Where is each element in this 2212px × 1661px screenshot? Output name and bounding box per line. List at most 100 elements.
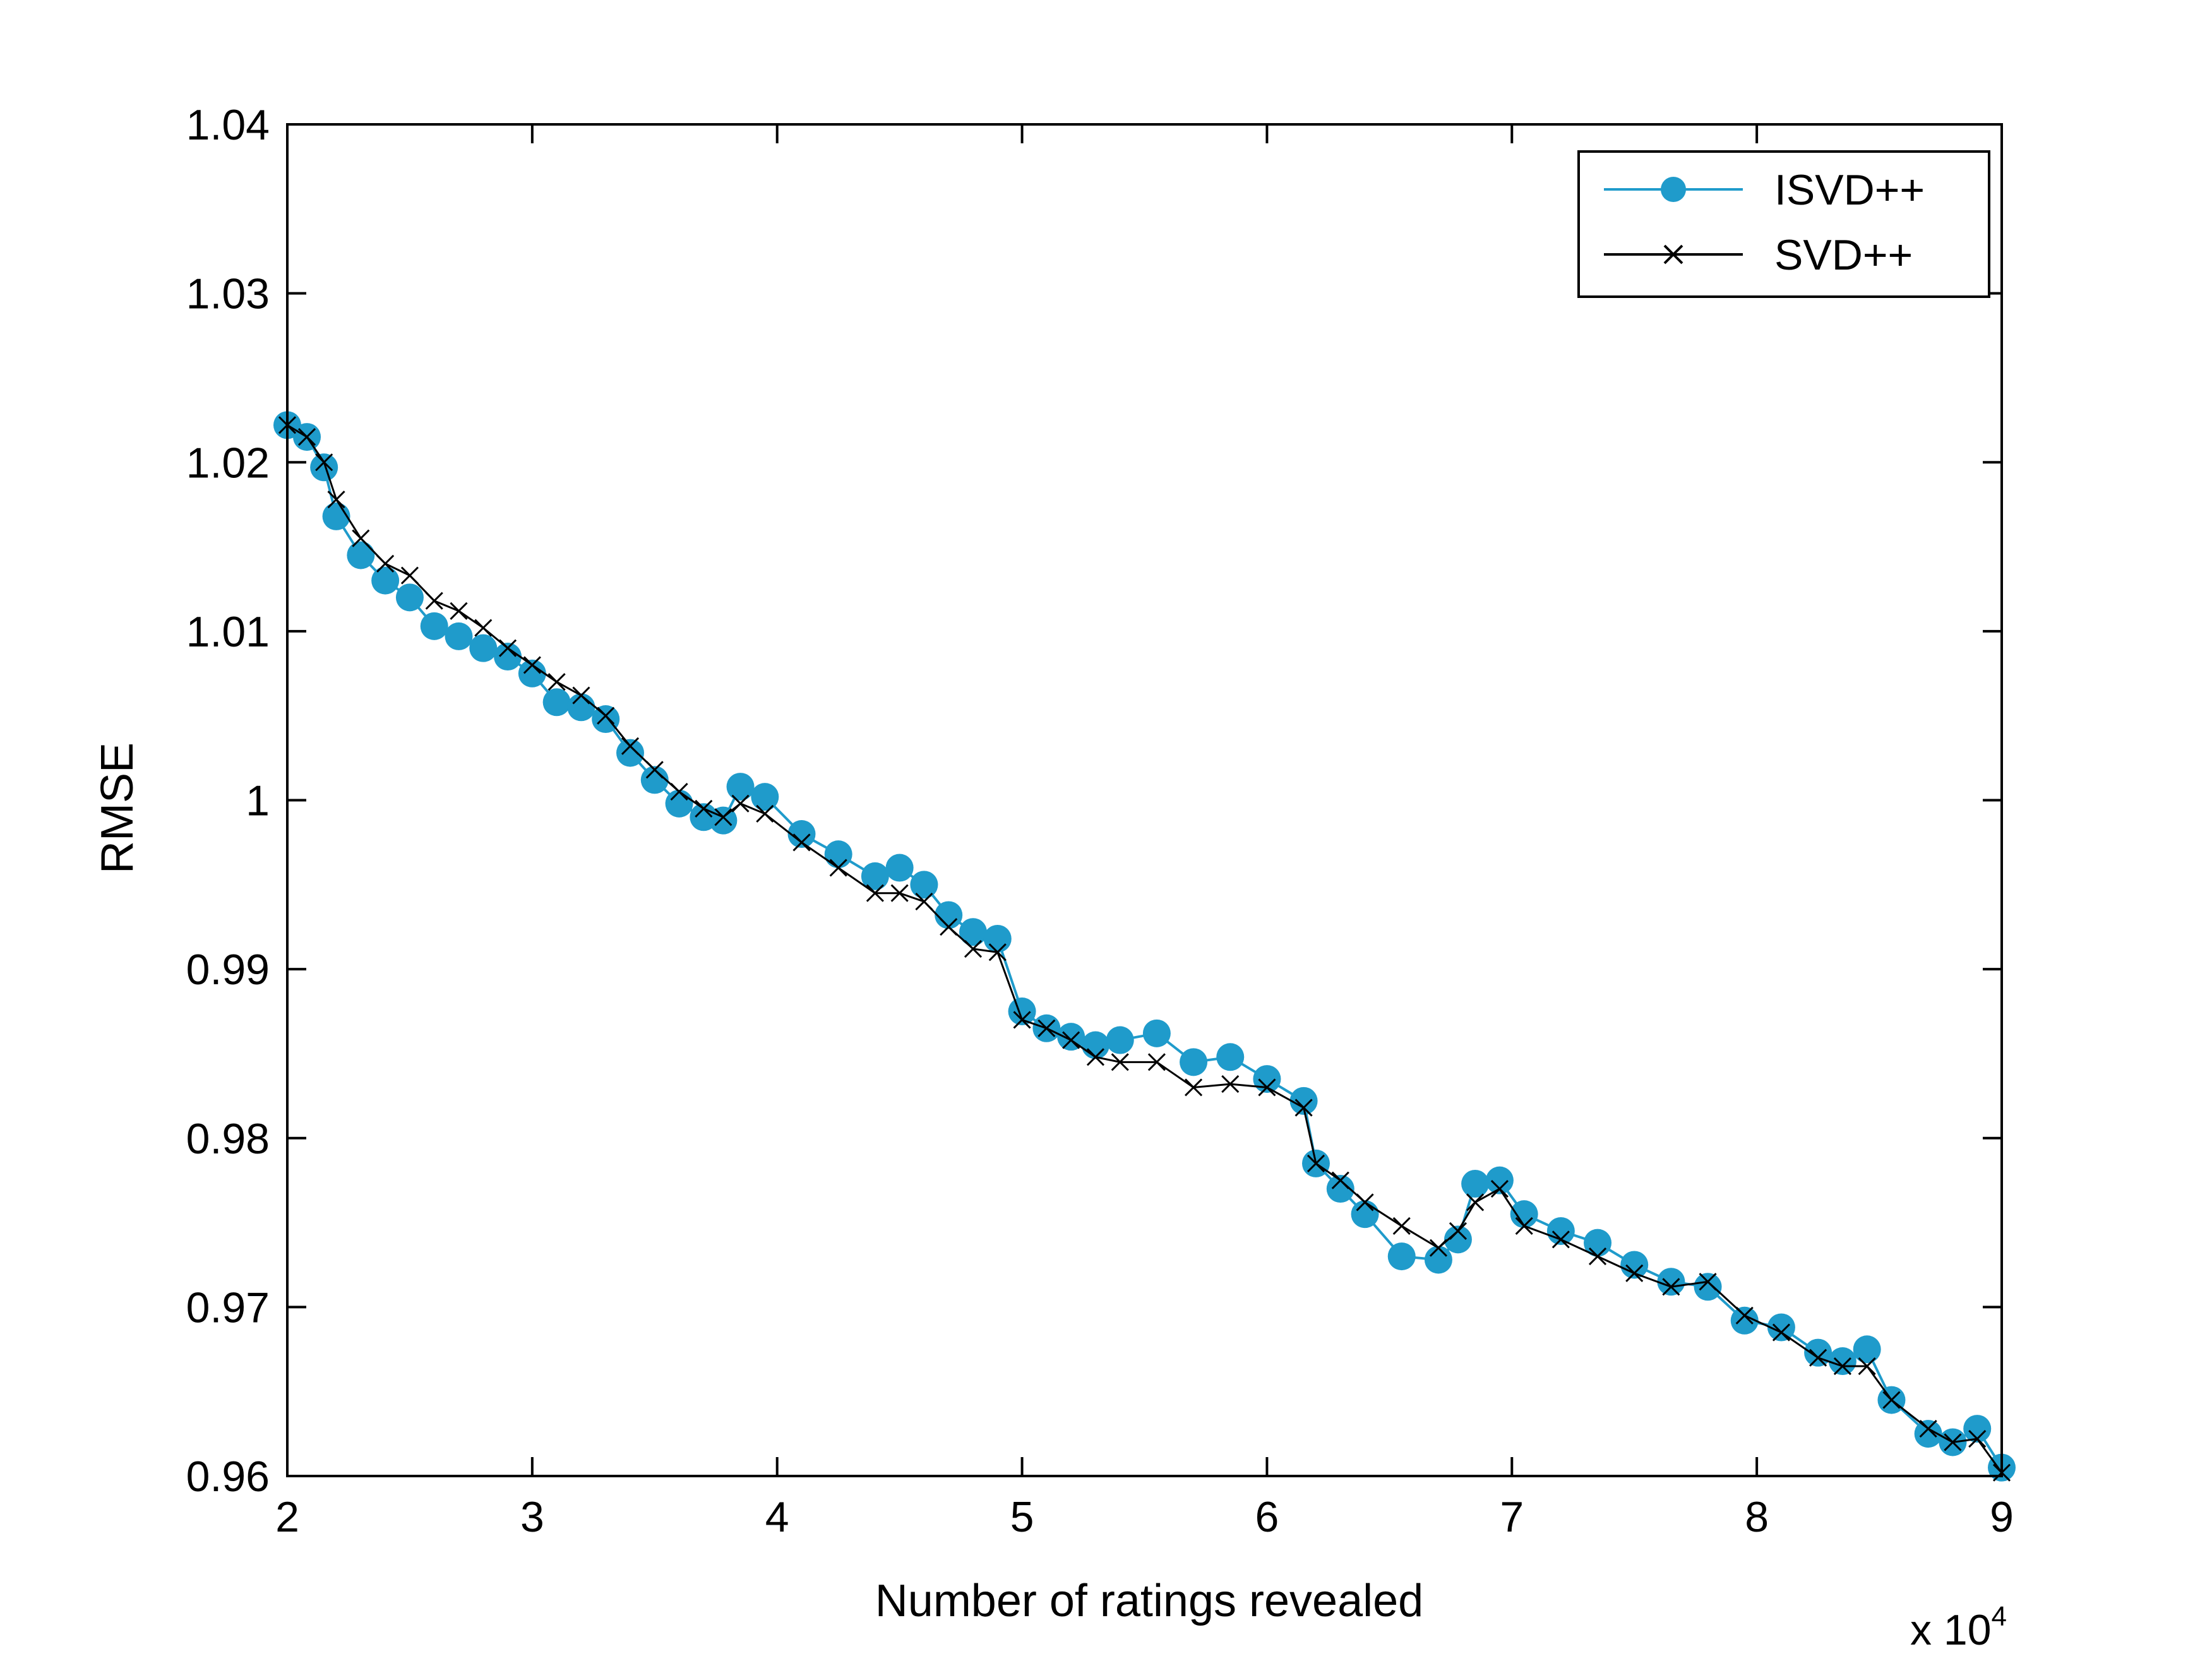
- data-point-svd-stroke: [1306, 1154, 1325, 1172]
- x-tick-label: 5: [1010, 1493, 1034, 1541]
- data-point-isvd: [1180, 1048, 1208, 1076]
- data-point-svd: [792, 833, 811, 852]
- data-point-svd-stroke: [597, 706, 615, 725]
- data-point-isvd: [1730, 1306, 1759, 1335]
- data-point-svd: [450, 602, 468, 620]
- data-point-isvd: [592, 705, 620, 734]
- data-point-svd: [1833, 1357, 1851, 1376]
- data-point-svd: [1515, 1217, 1533, 1235]
- x-tick-label: 9: [1990, 1493, 2014, 1541]
- data-point-svd-stroke: [400, 566, 419, 585]
- data-point-svd-stroke: [547, 673, 566, 691]
- data-point-svd: [1037, 1019, 1056, 1037]
- data-point-svd: [964, 939, 983, 958]
- data-point-isvd: [616, 739, 644, 767]
- y-axis-title: RMSE: [92, 742, 143, 874]
- data-point-svd: [1919, 1420, 1937, 1438]
- data-point-svd-stroke: [499, 639, 517, 657]
- data-point-svd-stroke: [1551, 1230, 1570, 1249]
- data-point-svd: [1735, 1306, 1754, 1325]
- y-tick-label: 1: [246, 777, 270, 825]
- data-point-isvd: [1657, 1268, 1685, 1296]
- data-point-svd: [731, 794, 750, 813]
- data-point-svd: [1258, 1078, 1276, 1097]
- data-point-isvd: [1546, 1217, 1575, 1245]
- data-point-svd-stroke: [915, 893, 933, 911]
- data-point-isvd: [1444, 1225, 1472, 1254]
- data-point-svd-stroke: [425, 592, 443, 610]
- data-point-svd: [695, 799, 713, 818]
- data-point-svd-stroke: [1919, 1420, 1937, 1438]
- legend: ISVD++ SVD++: [1577, 150, 1990, 298]
- data-point-svd: [866, 884, 884, 902]
- legend-box: [1577, 150, 1990, 298]
- y-tick-label: 0.96: [186, 1453, 270, 1501]
- data-point-svd: [1772, 1323, 1790, 1342]
- data-point-isvd: [1106, 1026, 1134, 1054]
- data-point-svd-stroke: [890, 884, 909, 902]
- data-point-isvd: [567, 693, 595, 722]
- data-point-svd-stroke: [315, 453, 333, 472]
- data-point-svd: [1466, 1193, 1485, 1212]
- data-point-svd-stroke: [1429, 1239, 1447, 1257]
- data-point-isvd: [1142, 1019, 1171, 1047]
- data-point-svd: [1944, 1433, 1962, 1451]
- data-point-isvd: [371, 566, 400, 595]
- data-point-isvd: [787, 820, 816, 848]
- data-point-svd: [1294, 1098, 1313, 1117]
- data-point-svd: [1858, 1357, 1876, 1376]
- data-point-isvd: [1424, 1246, 1452, 1274]
- data-point-isvd: [935, 901, 963, 929]
- data-point-svd-stroke: [1466, 1193, 1485, 1212]
- data-point-isvd: [959, 918, 987, 946]
- data-point-isvd: [983, 924, 1012, 953]
- data-point-svd: [297, 428, 316, 446]
- data-point-isvd: [1351, 1200, 1379, 1229]
- data-point-svd: [400, 566, 419, 585]
- data-point-svd: [1882, 1391, 1901, 1409]
- x-tick-label: 2: [275, 1493, 299, 1541]
- data-point-svd: [327, 491, 345, 509]
- data-point-isvd: [910, 871, 938, 899]
- data-point-svd: [1356, 1193, 1374, 1212]
- data-point-svd: [988, 943, 1007, 961]
- data-point-svd-stroke: [1515, 1217, 1533, 1235]
- y-tick-label: 1.03: [186, 270, 270, 318]
- data-point-svd-stroke: [1882, 1391, 1901, 1409]
- data-point-svd-stroke: [1772, 1323, 1790, 1342]
- data-point-isvd: [861, 862, 889, 890]
- data-point-svd-stroke: [1037, 1019, 1056, 1037]
- data-point-svd-stroke: [376, 554, 395, 573]
- data-point-isvd: [885, 854, 914, 882]
- data-point-svd: [756, 804, 774, 823]
- data-point-svd-stroke: [1221, 1075, 1240, 1093]
- x-axis-title: Number of ratings revealed: [875, 1576, 1423, 1626]
- data-point-isvd: [1387, 1242, 1416, 1271]
- data-point-isvd: [1057, 1023, 1085, 1051]
- data-point-svd-stroke: [450, 602, 468, 620]
- data-point-svd-stroke: [988, 943, 1007, 961]
- data-point-svd-stroke: [1147, 1053, 1166, 1071]
- data-point-svd: [829, 859, 847, 877]
- x-axis-multiplier-base: x 10: [1910, 1606, 1992, 1654]
- data-point-svd-stroke: [1086, 1048, 1104, 1066]
- data-point-svd-stroke: [572, 686, 590, 705]
- data-point-isvd: [824, 840, 852, 869]
- data-point-svd: [572, 686, 590, 705]
- series-1: [278, 416, 2011, 1482]
- data-point-isvd: [751, 783, 779, 811]
- series-line-svd: [287, 424, 2003, 1473]
- data-point-svd-stroke: [1111, 1053, 1129, 1071]
- data-point-svd-stroke: [1944, 1433, 1962, 1451]
- data-point-svd-stroke: [1699, 1273, 1717, 1291]
- x-axis-multiplier: x 104: [1910, 1601, 2007, 1654]
- data-point-isvd: [1081, 1031, 1109, 1059]
- x-tick-label: 4: [765, 1493, 789, 1541]
- data-point-isvd: [1853, 1335, 1881, 1364]
- data-point-isvd: [542, 688, 571, 717]
- y-tick-label: 0.98: [186, 1115, 270, 1163]
- data-point-svd: [1306, 1154, 1325, 1172]
- data-point-svd-stroke: [964, 939, 983, 958]
- data-point-svd: [352, 529, 370, 547]
